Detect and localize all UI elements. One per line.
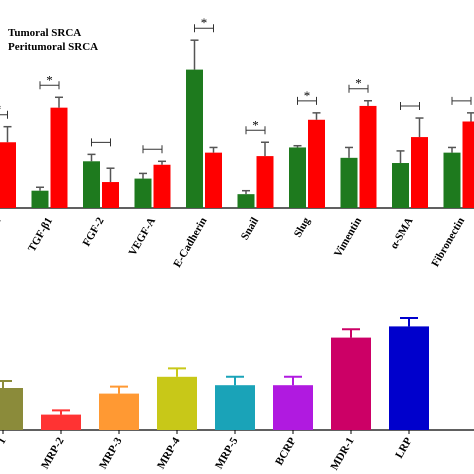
x-tick-label: MRP-2 <box>39 435 67 471</box>
x-tick-label: e <box>0 215 4 225</box>
bar-tumoral-8 <box>392 163 409 208</box>
significance-star: * <box>0 102 1 117</box>
x-tick-label: MRP-4 <box>155 435 183 471</box>
bar-tumoral-2 <box>83 161 100 208</box>
bar-4 <box>215 385 255 430</box>
bar-3 <box>157 376 197 430</box>
x-tick-label: Slug <box>292 215 313 239</box>
bar-peritumoral-1 <box>50 107 68 208</box>
bar-peritumoral-7 <box>359 105 377 208</box>
x-tick-label: α-SMA <box>388 215 416 251</box>
x-tick-label: E-Cadherin <box>171 216 209 270</box>
bar-peritumoral-0 <box>0 142 16 208</box>
significance-star: * <box>252 117 259 132</box>
bar-tumoral-4 <box>186 69 203 208</box>
x-tick-label: Fibronectin <box>429 216 467 269</box>
significance-star: * <box>355 76 362 91</box>
chart-legend: Tumoral SRCA Peritumoral SRCA <box>8 27 98 53</box>
x-tick-label: BCRP <box>273 435 299 467</box>
bar-tumoral-3 <box>134 178 152 208</box>
bar-tumoral-5 <box>237 194 255 208</box>
legend-entry-tumoral: Tumoral SRCA <box>8 27 81 39</box>
expression-chart: * * * * * * e TGF-β1 FGF-2 VEGF-A E-Cadherin Snail S… <box>0 15 474 270</box>
bar-peritumoral-5 <box>256 156 274 208</box>
bar-peritumoral-8 <box>411 137 428 208</box>
resistance-chart: 1 MRP-2 MRP-3 MRP-4 MRP-5 BCRP MDR-1 LRP <box>0 317 474 473</box>
x-tick-label: FGF-2 <box>81 215 107 248</box>
x-tick-label: LRP <box>393 435 415 460</box>
bar-peritumoral-4 <box>205 152 222 208</box>
significance-star: * <box>46 72 53 87</box>
x-tick-label: MRP-3 <box>97 435 125 471</box>
x-tick-label: TGF-β1 <box>26 216 55 255</box>
bar-5 <box>273 385 313 430</box>
bar-peritumoral-9 <box>462 121 474 208</box>
bar-6 <box>331 337 371 430</box>
bar-peritumoral-3 <box>153 164 171 208</box>
x-tick-label: Vimentin <box>332 216 364 260</box>
bar-tumoral-9 <box>443 152 461 208</box>
bar-peritumoral-6 <box>308 119 325 208</box>
x-tick-label: MRP-5 <box>213 435 241 471</box>
x-tick-label: VEGF-A <box>127 215 159 258</box>
legend-entry-peritumoral: Peritumoral SRCA <box>8 41 98 53</box>
x-tick-label: 1 <box>0 436 9 447</box>
bar-1 <box>41 414 81 430</box>
bar-peritumoral-2 <box>102 182 119 208</box>
bar-7 <box>389 326 429 430</box>
significance-star: * <box>304 88 311 103</box>
bar-2 <box>99 393 139 430</box>
bar-tumoral-1 <box>31 190 49 208</box>
x-tick-label: Snail <box>239 216 261 243</box>
bar-0 <box>0 388 23 430</box>
x-tick-label: MDR-1 <box>328 436 356 473</box>
significance-star: * <box>201 15 208 30</box>
bar-tumoral-6 <box>289 147 306 208</box>
bar-tumoral-7 <box>340 157 358 208</box>
